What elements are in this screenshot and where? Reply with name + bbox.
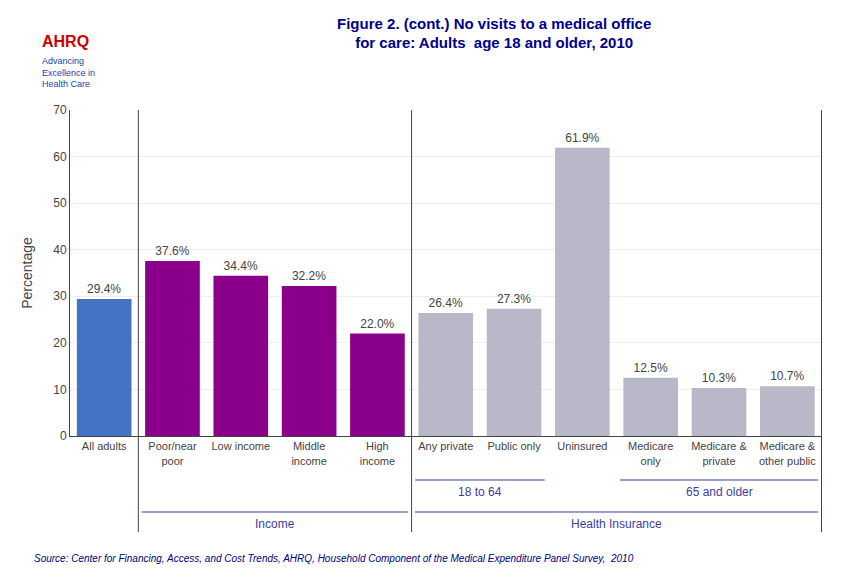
svg-text:61.9%: 61.9% (565, 131, 599, 145)
svg-text:29.4%: 29.4% (87, 282, 121, 296)
svg-text:Highincome: Highincome (360, 440, 395, 466)
svg-text:40: 40 (53, 243, 67, 257)
svg-text:All adults: All adults (82, 440, 127, 452)
svg-text:Income: Income (255, 517, 295, 531)
svg-text:18 to 64: 18 to 64 (458, 485, 502, 499)
svg-text:AdvancingExcellence inHealth C: AdvancingExcellence inHealth Care (42, 56, 95, 89)
svg-text:26.4%: 26.4% (429, 296, 463, 310)
svg-text:30: 30 (53, 289, 67, 303)
svg-text:Middleincome: Middleincome (291, 440, 326, 466)
svg-text:Any private: Any private (418, 440, 473, 452)
svg-text:Percentage: Percentage (19, 237, 35, 309)
svg-text:0: 0 (60, 429, 67, 443)
svg-text:Medicare &other public: Medicare &other public (759, 440, 816, 466)
svg-text:22.0%: 22.0% (360, 317, 394, 331)
svg-text:Uninsured: Uninsured (557, 440, 607, 452)
svg-text:10.3%: 10.3% (702, 371, 736, 385)
svg-text:Figure 2. (cont.) No visits to: Figure 2. (cont.) No visits to a medical… (337, 15, 651, 52)
svg-text:10: 10 (53, 383, 67, 397)
svg-text:Source: Center for Financing,: Source: Center for Financing, Access, an… (34, 553, 634, 564)
svg-text:AHRQ: AHRQ (42, 33, 89, 50)
svg-text:37.6%: 37.6% (155, 244, 189, 258)
svg-text:10.7%: 10.7% (770, 369, 804, 383)
svg-text:Medicare &private: Medicare &private (691, 440, 747, 466)
svg-text:32.2%: 32.2% (292, 269, 326, 283)
svg-text:27.3%: 27.3% (497, 292, 531, 306)
svg-text:50: 50 (53, 196, 67, 210)
svg-text:65 and older: 65 and older (686, 485, 753, 499)
svg-text:Health Insurance: Health Insurance (571, 517, 662, 531)
svg-text:34.4%: 34.4% (224, 259, 258, 273)
svg-text:70: 70 (53, 103, 67, 117)
svg-text:Medicareonly: Medicareonly (628, 440, 673, 466)
svg-text:Poor/nearpoor: Poor/nearpoor (148, 440, 197, 466)
svg-text:60: 60 (53, 150, 67, 164)
svg-text:Public only: Public only (487, 440, 541, 452)
svg-text:Low income: Low income (211, 440, 270, 452)
svg-text:12.5%: 12.5% (634, 361, 668, 375)
svg-text:20: 20 (53, 336, 67, 350)
